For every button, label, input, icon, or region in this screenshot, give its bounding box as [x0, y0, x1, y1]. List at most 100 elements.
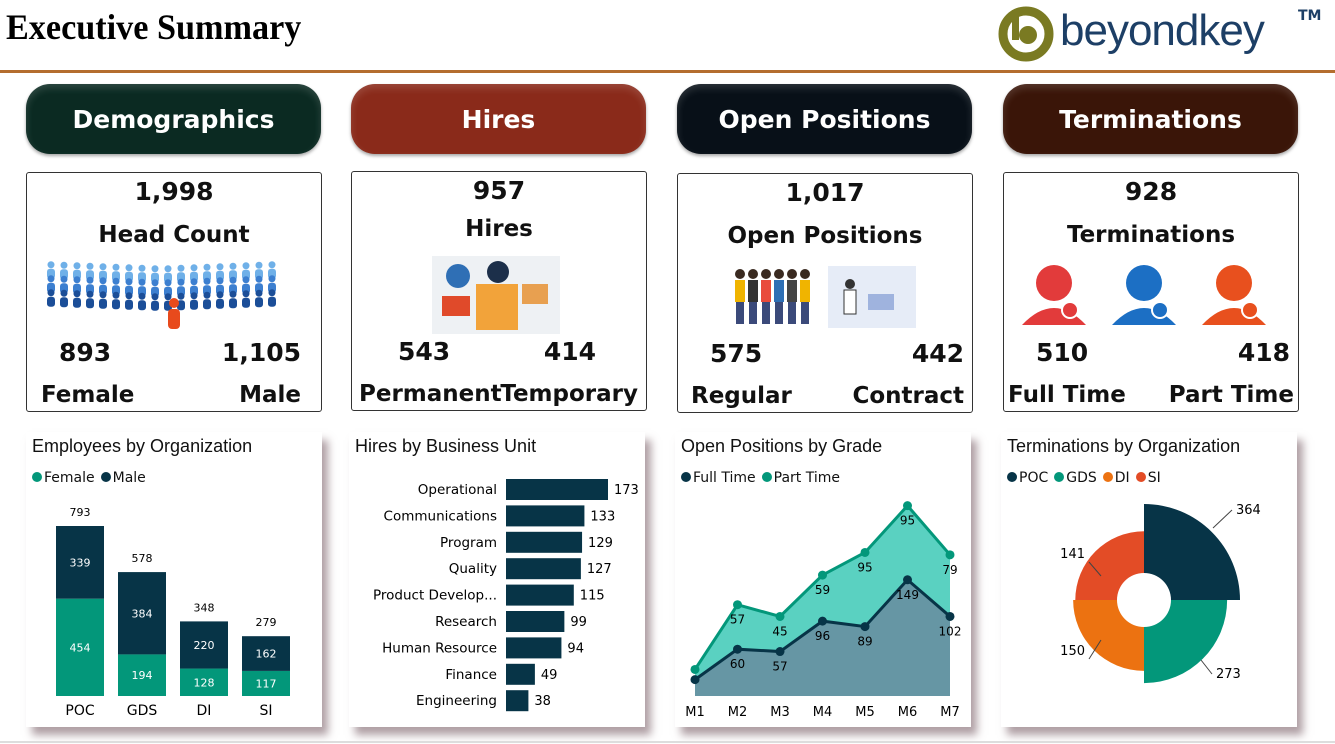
bar-total-label: 279 [256, 616, 277, 629]
data-label-part-time: 45 [772, 624, 787, 638]
bar-value-label: 127 [587, 562, 612, 577]
legend-dot-icon [1007, 472, 1017, 482]
data-label-full-time: 102 [939, 624, 962, 638]
chart-title: Terminations by Organization [1007, 436, 1241, 456]
point-full-time [733, 644, 742, 654]
kpi-card-hires: 957 Hires 543 414 Permanent Temporary [351, 171, 647, 411]
bar-value-label: 173 [614, 483, 639, 498]
kpi-left-label: Regular [691, 383, 792, 409]
bar-label-female: 454 [70, 641, 91, 654]
section-button-hires[interactable]: Hires [351, 84, 646, 154]
point-part-time [733, 600, 742, 610]
x-tick-label: DI [197, 703, 212, 719]
bar-value-label: 38 [534, 694, 551, 709]
section-button-demographics[interactable]: Demographics [26, 84, 321, 154]
bar [506, 663, 535, 685]
y-tick-label: Research [435, 614, 497, 630]
kpi-right-label: Contract [852, 383, 964, 409]
legend-item[interactable]: Male [100, 470, 146, 486]
point-part-time [818, 570, 827, 580]
data-label-part-time: 57 [730, 613, 745, 627]
kpi-left-value: 543 [398, 337, 451, 366]
bar-label-male: 339 [70, 556, 91, 569]
bar-total-label: 578 [132, 552, 153, 565]
legend-item[interactable]: Part Time [761, 470, 840, 486]
data-label-full-time: 96 [815, 629, 830, 643]
bar-label-male: 384 [132, 607, 153, 620]
data-label-full-time: 149 [896, 588, 919, 602]
kpi-right-value: 418 [1237, 338, 1290, 367]
company-logo: beyondkey TM [998, 4, 1328, 66]
legend-item[interactable]: Female [32, 470, 95, 486]
bar-label-female: 194 [132, 669, 153, 682]
kpi-right-value: 442 [911, 339, 964, 368]
kpi-label: Head Count [98, 222, 250, 248]
section-button-open-positions[interactable]: Open Positions [677, 84, 972, 154]
legend-item[interactable]: Full Time [681, 470, 756, 486]
x-tick-label: M3 [770, 705, 790, 720]
bar [506, 584, 574, 606]
legend-label: Male [112, 470, 146, 486]
bar-female [118, 654, 166, 696]
chart-title: Employees by Organization [32, 436, 253, 456]
kpi-right-value: 1,105 [221, 338, 301, 367]
legend-item[interactable]: DI [1102, 470, 1130, 486]
legend-item[interactable]: POC [1007, 470, 1048, 486]
x-tick-label: M5 [855, 705, 875, 720]
slice-gds [1144, 600, 1228, 684]
legend-item[interactable]: SI [1135, 470, 1161, 486]
x-tick-label: M7 [940, 705, 960, 720]
chart-canvas: 454 339 793 POC 194 384 578 GDS 128 220 348 DI 117 16… [56, 506, 290, 719]
kpi-card-terminations: 928 Terminations 510 418 Full Time Part … [1003, 172, 1299, 412]
x-tick-label: GDS [127, 703, 158, 719]
x-tick-label: POC [65, 703, 94, 719]
bar-male [118, 572, 166, 655]
kpi-right-label: Part Time [1168, 382, 1294, 408]
point-part-time [903, 501, 912, 511]
bar-value-label: 115 [580, 589, 605, 604]
bar-male [56, 526, 104, 599]
point-full-time [945, 611, 955, 621]
hiring-illustration-icon [432, 256, 560, 334]
bar-value-label: 49 [541, 668, 558, 683]
point-part-time [945, 550, 955, 560]
bar-label-male: 220 [194, 639, 215, 652]
bar-label-female: 117 [256, 677, 277, 690]
legend-label: GDS [1066, 470, 1097, 486]
y-tick-label: Operational [418, 482, 497, 498]
y-tick-label: Quality [449, 561, 497, 577]
bar-value-label: 133 [590, 509, 615, 524]
legend-item[interactable]: GDS [1054, 470, 1097, 486]
bar [506, 505, 585, 527]
kpi-left-value: 893 [59, 338, 112, 367]
bar-value-label: 94 [567, 641, 584, 656]
point-full-time [690, 675, 700, 685]
team-office-icon [735, 266, 916, 328]
data-label-full-time: 57 [772, 660, 787, 674]
point-full-time [818, 616, 827, 626]
bar-male [242, 636, 290, 671]
kpi-left-label: Female [41, 382, 135, 408]
kpi-left-label: Permanent [359, 381, 502, 407]
section-button-terminations[interactable]: Terminations [1003, 84, 1298, 154]
kpi-total: 928 [1124, 177, 1178, 206]
y-tick-label: Engineering [416, 693, 497, 709]
legend-dot-icon [1135, 472, 1146, 482]
kpi-card-head-count: 1,998 Head Count 893 1,105 Female Male [26, 172, 322, 412]
bar-female [242, 670, 290, 696]
point-full-time [903, 575, 912, 585]
leader-line [1088, 561, 1102, 577]
x-tick-label: M4 [813, 705, 833, 720]
kpi-left-value: 575 [710, 339, 763, 368]
slice-value-label: 141 [1060, 547, 1085, 562]
chart-title: Open Positions by Grade [681, 436, 883, 456]
legend-dot-icon [32, 472, 42, 482]
legend-dot-icon [1054, 472, 1065, 482]
kpi-label: Hires [465, 216, 533, 242]
slice-di [1073, 600, 1144, 671]
kpi-label: Terminations [1066, 222, 1236, 248]
y-tick-label: Finance [445, 667, 497, 683]
crowd-icon [47, 261, 276, 329]
point-part-time [860, 547, 870, 557]
y-tick-label: Human Resource [382, 640, 497, 656]
